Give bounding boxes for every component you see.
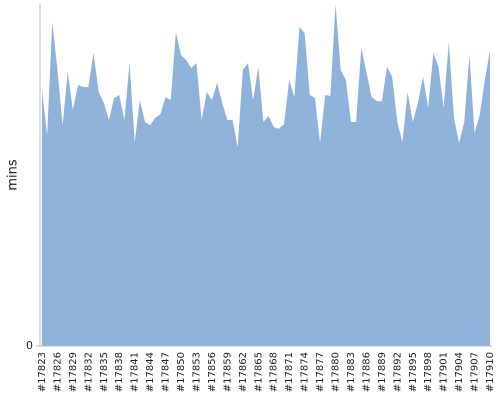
x-tick-label: #17832 — [83, 352, 94, 392]
x-tick-label: #17868 — [269, 352, 280, 392]
x-tick-label: #17898 — [423, 352, 434, 392]
x-tick-label: #17886 — [361, 352, 372, 392]
x-tick-label: #17883 — [346, 352, 357, 392]
x-tick-label: #17892 — [392, 352, 403, 392]
x-tick-label: #17823 — [37, 352, 48, 392]
x-tick-label: #17853 — [191, 352, 202, 392]
x-tick-label: #17844 — [145, 352, 156, 392]
x-tick-label: #17904 — [454, 352, 465, 392]
x-tick-label: #17838 — [114, 352, 125, 392]
x-tick-label: #17895 — [408, 352, 419, 392]
x-tick-label: #17841 — [130, 352, 141, 392]
x-tick-label: #17865 — [253, 352, 264, 392]
x-tick-label: #17871 — [284, 352, 295, 392]
x-tick-label: #17829 — [68, 352, 79, 392]
x-tick-label: #17874 — [300, 352, 311, 392]
y-axis-label: mins — [6, 159, 21, 191]
x-tick-label: #17835 — [99, 352, 110, 392]
x-tick-label: #17862 — [238, 352, 249, 392]
x-tick-label: #17910 — [485, 352, 496, 392]
x-tick-label: #17847 — [161, 352, 172, 392]
area — [42, 4, 490, 346]
x-tick-label: #17907 — [470, 352, 481, 392]
x-tick-label: #17877 — [315, 352, 326, 392]
x-tick-label: #17880 — [331, 352, 342, 392]
x-tick-label: #17901 — [439, 352, 450, 392]
x-tick-label: #17850 — [176, 352, 187, 392]
y-tick-label: 0 — [26, 339, 33, 352]
x-tick-label: #17859 — [222, 352, 233, 392]
x-tick-label: #17889 — [377, 352, 388, 392]
x-tick-label: #17856 — [207, 352, 218, 392]
x-tick-label: #17826 — [52, 352, 63, 392]
